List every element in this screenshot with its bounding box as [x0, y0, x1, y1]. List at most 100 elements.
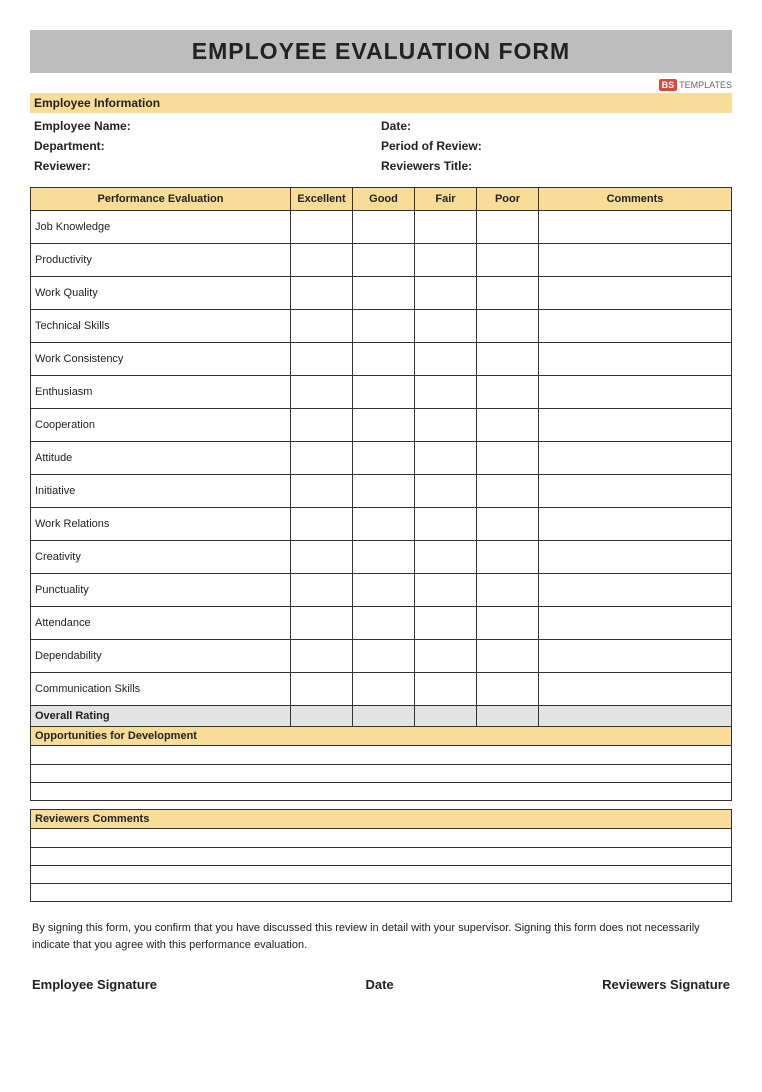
comments-cell[interactable] [539, 376, 732, 409]
rating-cell[interactable] [415, 475, 477, 508]
rating-cell[interactable] [415, 574, 477, 607]
rating-cell[interactable] [353, 706, 415, 727]
signature-row: Employee Signature Date Reviewers Signat… [30, 963, 732, 992]
comments-cell[interactable] [539, 640, 732, 673]
rating-cell[interactable] [415, 673, 477, 706]
rating-cell[interactable] [353, 409, 415, 442]
rating-cell[interactable] [353, 640, 415, 673]
reviewer-comments-box[interactable] [30, 829, 732, 902]
rating-cell[interactable] [353, 244, 415, 277]
rating-cell[interactable] [477, 607, 539, 640]
comments-cell[interactable] [539, 541, 732, 574]
opportunities-box[interactable] [30, 746, 732, 801]
rating-cell[interactable] [353, 607, 415, 640]
rating-cell[interactable] [353, 277, 415, 310]
rating-cell[interactable] [415, 310, 477, 343]
rating-cell[interactable] [415, 277, 477, 310]
rating-cell[interactable] [291, 574, 353, 607]
table-row: Productivity [31, 244, 732, 277]
rating-cell[interactable] [477, 475, 539, 508]
rating-cell[interactable] [415, 409, 477, 442]
rating-cell[interactable] [291, 607, 353, 640]
rating-cell[interactable] [353, 673, 415, 706]
signature-date-label: Date [365, 977, 393, 992]
rating-cell[interactable] [415, 706, 477, 727]
text-line[interactable] [31, 883, 731, 901]
reviewer-label: Reviewer: [34, 159, 381, 173]
rating-cell[interactable] [415, 640, 477, 673]
rating-cell[interactable] [477, 310, 539, 343]
rating-cell[interactable] [291, 706, 353, 727]
comments-cell[interactable] [539, 244, 732, 277]
text-line[interactable] [31, 829, 731, 847]
employee-info-header: Employee Information [30, 93, 732, 113]
rating-cell[interactable] [415, 508, 477, 541]
rating-cell[interactable] [477, 376, 539, 409]
rating-cell[interactable] [477, 508, 539, 541]
rating-cell[interactable] [477, 673, 539, 706]
col-header-good: Good [353, 188, 415, 211]
comments-cell[interactable] [539, 673, 732, 706]
text-line[interactable] [31, 847, 731, 865]
rating-cell[interactable] [353, 574, 415, 607]
rating-cell[interactable] [415, 211, 477, 244]
table-row: Dependability [31, 640, 732, 673]
comments-cell[interactable] [539, 574, 732, 607]
comments-cell[interactable] [539, 442, 732, 475]
rating-cell[interactable] [477, 442, 539, 475]
comments-cell[interactable] [539, 343, 732, 376]
rating-cell[interactable] [353, 508, 415, 541]
comments-cell[interactable] [539, 310, 732, 343]
rating-cell[interactable] [415, 442, 477, 475]
rating-cell[interactable] [477, 640, 539, 673]
rating-cell[interactable] [477, 343, 539, 376]
text-line[interactable] [31, 764, 731, 782]
logo-mark: BS [659, 79, 678, 91]
comments-cell[interactable] [539, 475, 732, 508]
rating-cell[interactable] [415, 607, 477, 640]
comments-cell[interactable] [539, 409, 732, 442]
text-line[interactable] [31, 782, 731, 800]
rating-cell[interactable] [477, 574, 539, 607]
rating-cell[interactable] [477, 409, 539, 442]
rating-cell[interactable] [477, 277, 539, 310]
rating-cell[interactable] [353, 442, 415, 475]
rating-cell[interactable] [291, 343, 353, 376]
comments-cell[interactable] [539, 211, 732, 244]
rating-cell[interactable] [477, 211, 539, 244]
rating-cell[interactable] [291, 640, 353, 673]
rating-cell[interactable] [353, 343, 415, 376]
comments-cell[interactable] [539, 508, 732, 541]
rating-cell[interactable] [291, 310, 353, 343]
rating-cell[interactable] [415, 541, 477, 574]
rating-cell[interactable] [291, 673, 353, 706]
rating-cell[interactable] [477, 706, 539, 727]
rating-cell[interactable] [353, 376, 415, 409]
comments-cell[interactable] [539, 277, 732, 310]
rating-cell[interactable] [291, 475, 353, 508]
rating-cell[interactable] [415, 244, 477, 277]
rating-cell[interactable] [291, 211, 353, 244]
text-line[interactable] [31, 865, 731, 883]
rating-cell[interactable] [291, 541, 353, 574]
rating-cell[interactable] [291, 409, 353, 442]
comments-cell[interactable] [539, 607, 732, 640]
rating-cell[interactable] [291, 376, 353, 409]
rating-cell[interactable] [291, 277, 353, 310]
text-line[interactable] [31, 746, 731, 764]
criteria-cell: Dependability [31, 640, 291, 673]
criteria-cell: Productivity [31, 244, 291, 277]
rating-cell[interactable] [415, 376, 477, 409]
criteria-cell: Punctuality [31, 574, 291, 607]
rating-cell[interactable] [353, 541, 415, 574]
rating-cell[interactable] [291, 508, 353, 541]
rating-cell[interactable] [291, 244, 353, 277]
rating-cell[interactable] [415, 343, 477, 376]
rating-cell[interactable] [353, 475, 415, 508]
rating-cell[interactable] [477, 244, 539, 277]
rating-cell[interactable] [291, 442, 353, 475]
comments-cell[interactable] [539, 706, 732, 727]
rating-cell[interactable] [353, 310, 415, 343]
rating-cell[interactable] [353, 211, 415, 244]
rating-cell[interactable] [477, 541, 539, 574]
